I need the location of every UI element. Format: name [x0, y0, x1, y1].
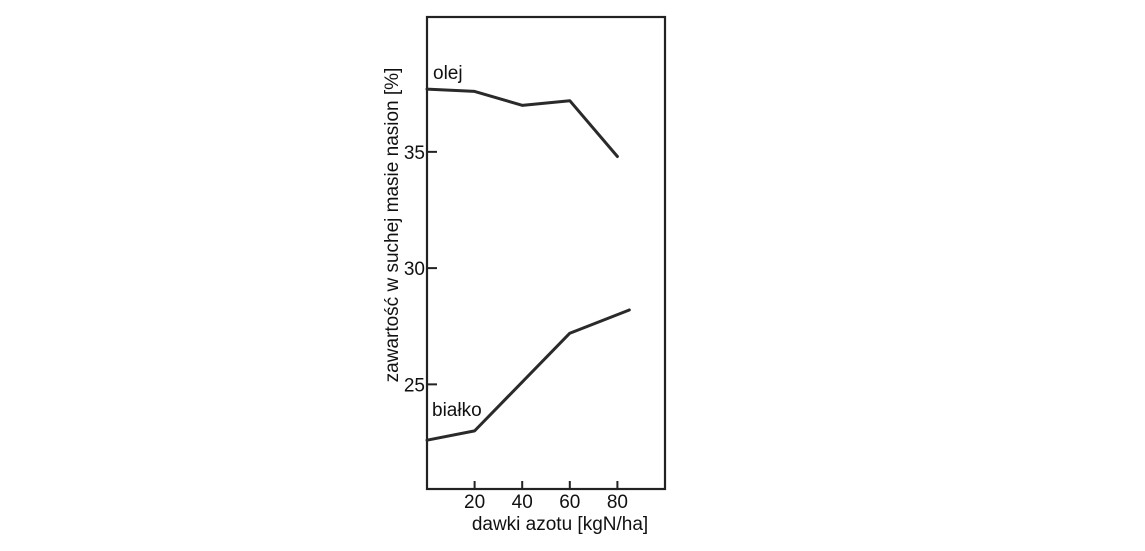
data-point-białko-40 — [521, 380, 524, 384]
series-line-olej — [425, 87, 619, 159]
data-point-olej-60 — [568, 99, 571, 102]
data-point-białko-85 — [628, 308, 631, 312]
y-axis-label: zawartość w suchej masie nasion [%] — [382, 68, 403, 383]
data-point-olej-40 — [521, 104, 524, 107]
data-point-olej-80 — [616, 155, 619, 158]
axis-ticks — [427, 150, 619, 489]
x-tick-label-20: 20 — [464, 492, 485, 513]
tick-labels: 20 40 60 80 25 30 35 — [404, 143, 628, 513]
x-tick-label-40: 40 — [512, 492, 533, 513]
y-tick-label-35: 35 — [404, 143, 425, 164]
x-tick-label-80: 80 — [607, 492, 628, 513]
series-label-białko: białko — [432, 400, 482, 421]
x-axis-label: dawki azotu [kgN/ha] — [472, 514, 648, 535]
data-point-olej-0 — [425, 87, 429, 91]
series-label-olej: olej — [433, 63, 463, 84]
data-point-olej-20 — [473, 90, 476, 93]
plot-frame — [425, 15, 667, 491]
y-tick-label-25: 25 — [404, 375, 425, 396]
series-lines — [425, 87, 631, 442]
x-tick-label-60: 60 — [559, 492, 580, 513]
data-point-białko-0 — [425, 438, 429, 442]
y-tick-label-30: 30 — [404, 259, 425, 280]
data-point-białko-60 — [568, 332, 571, 335]
series-labels: olej białko — [432, 63, 482, 421]
data-point-białko-20 — [473, 429, 476, 433]
